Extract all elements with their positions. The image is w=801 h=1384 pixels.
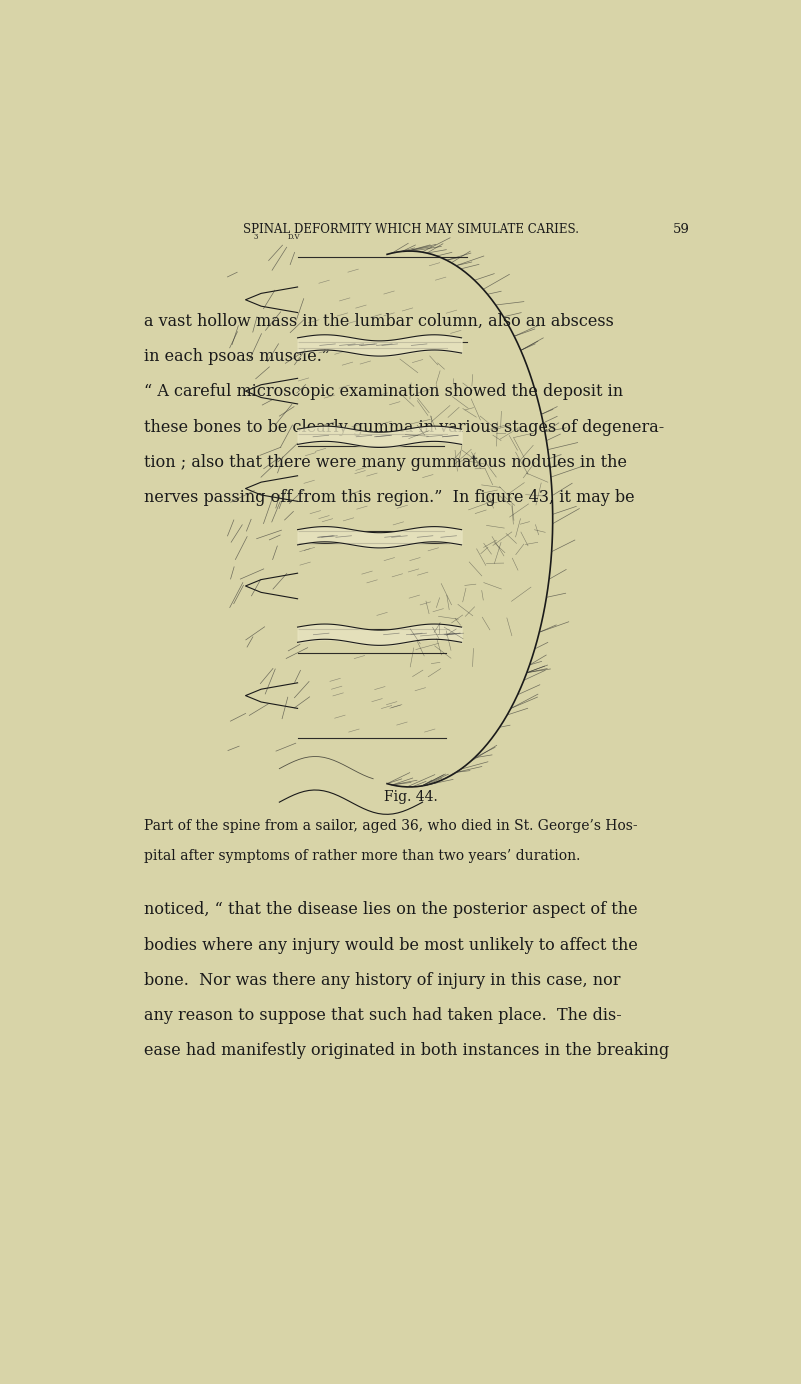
Text: SPINAL DEFORMITY WHICH MAY SIMULATE CARIES.: SPINAL DEFORMITY WHICH MAY SIMULATE CARI… xyxy=(243,223,578,237)
Text: bodies where any injury would be most unlikely to affect the: bodies where any injury would be most un… xyxy=(143,937,638,954)
Text: nerves passing off from this region.”  In figure 43, it may be: nerves passing off from this region.” In… xyxy=(143,489,634,507)
Text: any reason to suppose that such had taken place.  The dis-: any reason to suppose that such had take… xyxy=(143,1008,622,1024)
Text: Part of the spine from a sailor, aged 36, who died in St. George’s Hos-: Part of the spine from a sailor, aged 36… xyxy=(143,819,638,833)
Text: Fig. 44.: Fig. 44. xyxy=(384,789,437,804)
Text: 3: 3 xyxy=(253,233,258,241)
Text: a vast hollow mass in the lumbar column, also an abscess: a vast hollow mass in the lumbar column,… xyxy=(143,313,614,331)
Text: “ A careful microscopic examination showed the deposit in: “ A careful microscopic examination show… xyxy=(143,383,622,400)
Text: pital after symptoms of rather more than two years’ duration.: pital after symptoms of rather more than… xyxy=(143,850,580,864)
Text: in each psoas muscle.”: in each psoas muscle.” xyxy=(143,349,329,365)
Text: tion ; also that there were many gummatous nodules in the: tion ; also that there were many gummato… xyxy=(143,454,626,471)
Text: these bones to be clearly gumma in various stages of degenera-: these bones to be clearly gumma in vario… xyxy=(143,418,664,436)
Text: bone.  Nor was there any history of injury in this case, nor: bone. Nor was there any history of injur… xyxy=(143,972,620,988)
Text: 59: 59 xyxy=(673,223,690,237)
Text: ease had manifestly originated in both instances in the breaking: ease had manifestly originated in both i… xyxy=(143,1042,669,1059)
Text: noticed, “ that the disease lies on the posterior aspect of the: noticed, “ that the disease lies on the … xyxy=(143,901,638,919)
Text: D.V: D.V xyxy=(288,233,300,241)
